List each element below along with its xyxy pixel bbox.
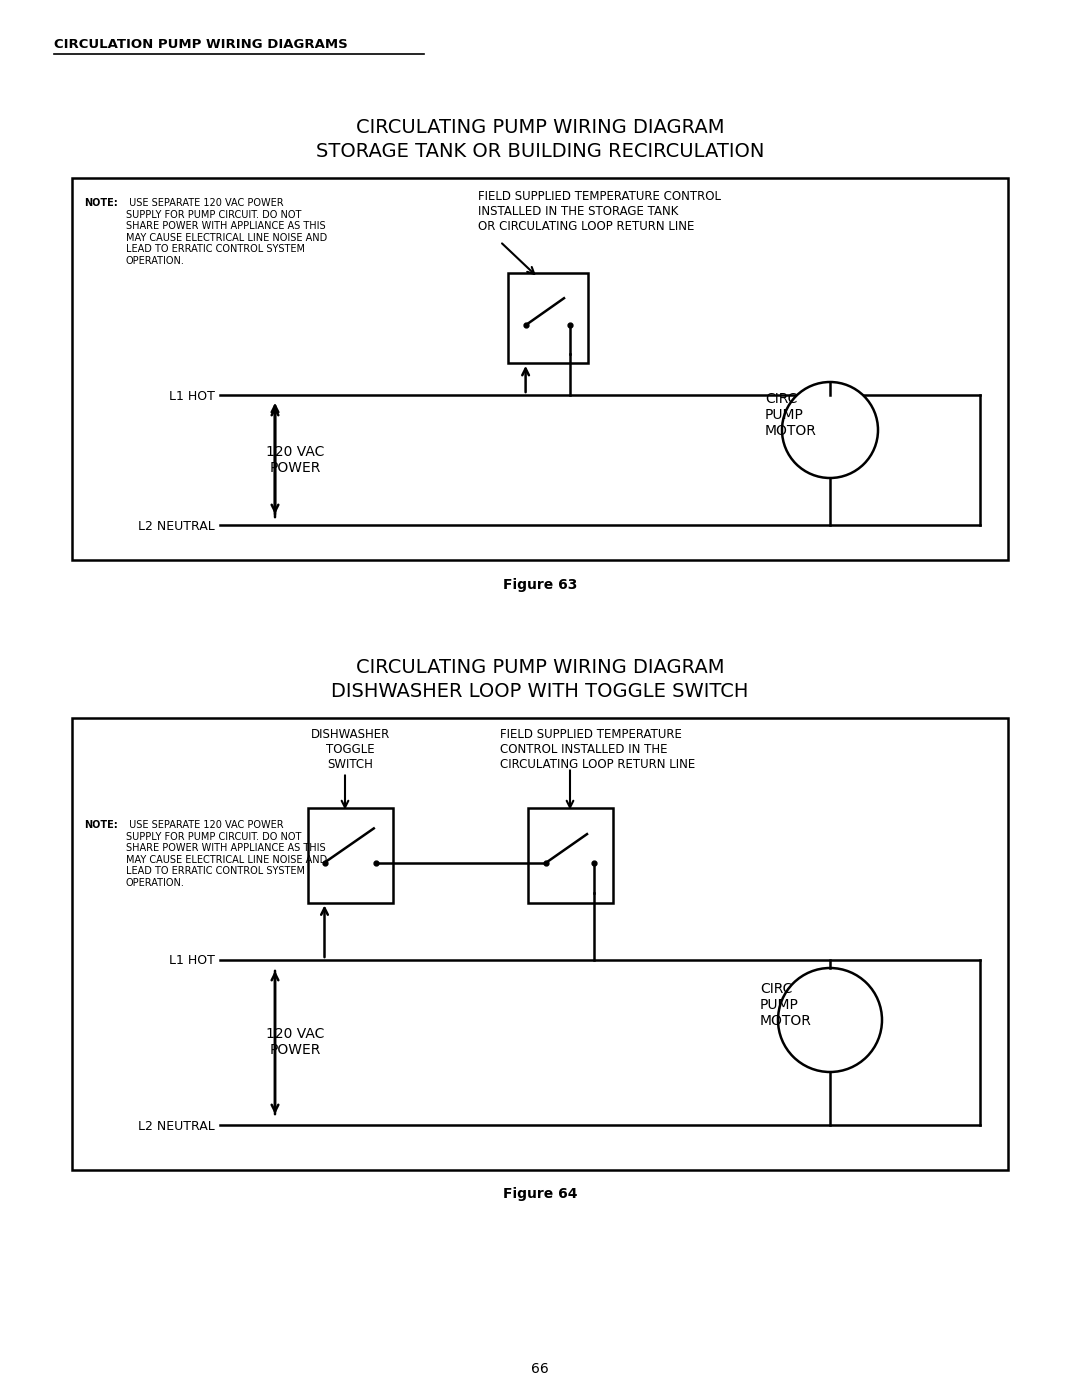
Text: DISHWASHER
TOGGLE
SWITCH: DISHWASHER TOGGLE SWITCH	[310, 728, 390, 771]
Bar	[72, 177, 1008, 560]
Text: CIRCULATION PUMP WIRING DIAGRAMS: CIRCULATION PUMP WIRING DIAGRAMS	[54, 38, 348, 52]
Text: CIRC
PUMP
MOTOR: CIRC PUMP MOTOR	[760, 982, 812, 1028]
Bar	[527, 807, 612, 902]
Text: USE SEPARATE 120 VAC POWER
SUPPLY FOR PUMP CIRCUIT. DO NOT
SHARE POWER WITH APPL: USE SEPARATE 120 VAC POWER SUPPLY FOR PU…	[126, 198, 327, 265]
Bar	[308, 807, 392, 902]
Circle shape	[782, 381, 878, 478]
Text: FIELD SUPPLIED TEMPERATURE
CONTROL INSTALLED IN THE
CIRCULATING LOOP RETURN LINE: FIELD SUPPLIED TEMPERATURE CONTROL INSTA…	[500, 728, 696, 771]
Text: L1 HOT: L1 HOT	[170, 954, 215, 968]
Text: CIRCULATING PUMP WIRING DIAGRAM: CIRCULATING PUMP WIRING DIAGRAM	[355, 658, 725, 678]
Text: Figure 64: Figure 64	[503, 1187, 577, 1201]
Text: 120 VAC
POWER: 120 VAC POWER	[266, 444, 324, 475]
Text: USE SEPARATE 120 VAC POWER
SUPPLY FOR PUMP CIRCUIT. DO NOT
SHARE POWER WITH APPL: USE SEPARATE 120 VAC POWER SUPPLY FOR PU…	[126, 820, 327, 888]
Text: L1 HOT: L1 HOT	[170, 390, 215, 402]
Text: CIRC
PUMP
MOTOR: CIRC PUMP MOTOR	[765, 391, 816, 439]
Text: Figure 63: Figure 63	[503, 578, 577, 592]
Text: CIRCULATING PUMP WIRING DIAGRAM: CIRCULATING PUMP WIRING DIAGRAM	[355, 117, 725, 137]
Text: 66: 66	[531, 1362, 549, 1376]
Circle shape	[778, 968, 882, 1071]
Text: 120 VAC
POWER: 120 VAC POWER	[266, 1027, 324, 1058]
Text: L2 NEUTRAL: L2 NEUTRAL	[138, 1119, 215, 1133]
Text: FIELD SUPPLIED TEMPERATURE CONTROL
INSTALLED IN THE STORAGE TANK
OR CIRCULATING : FIELD SUPPLIED TEMPERATURE CONTROL INSTA…	[478, 190, 721, 233]
Text: DISHWASHER LOOP WITH TOGGLE SWITCH: DISHWASHER LOOP WITH TOGGLE SWITCH	[332, 682, 748, 701]
Bar	[508, 272, 588, 363]
Text: STORAGE TANK OR BUILDING RECIRCULATION: STORAGE TANK OR BUILDING RECIRCULATION	[315, 142, 765, 161]
Text: L2 NEUTRAL: L2 NEUTRAL	[138, 520, 215, 532]
Bar	[72, 718, 1008, 1171]
Text: NOTE:: NOTE:	[84, 198, 118, 208]
Text: NOTE:: NOTE:	[84, 820, 118, 830]
